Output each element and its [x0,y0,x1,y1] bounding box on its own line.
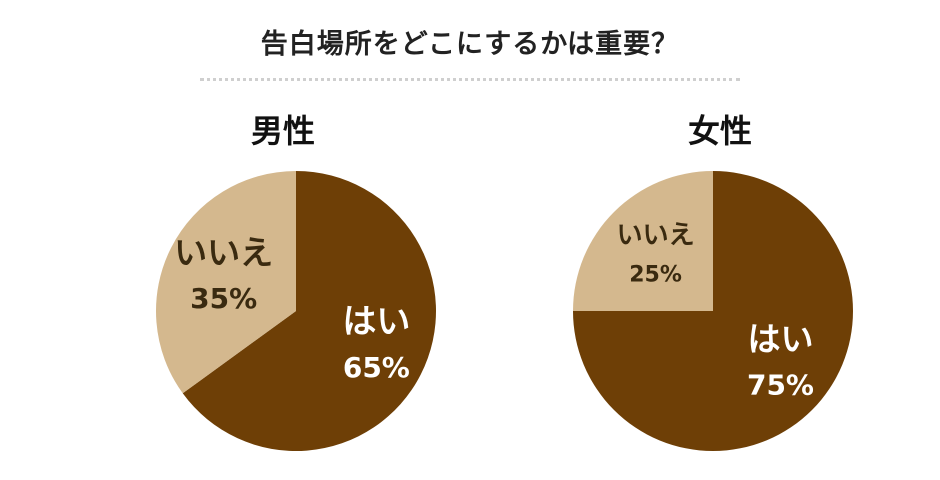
pie-slice-no [156,171,296,394]
title-divider [200,78,740,81]
slice-value-label: 65% [343,351,410,384]
slice-value-label: 35% [190,282,257,315]
chart-title: 男性 [251,112,315,150]
slice-label: いいえ [174,233,273,272]
chart-title: 女性 [688,112,752,150]
page-title: 告白場所をどこにするかは重要？ [260,29,680,60]
slice-value-label: 25% [629,263,682,288]
slice-label: いいえ [617,221,695,251]
slice-label: はい [342,302,410,342]
pie-slice-no [573,171,713,311]
slice-label: はい [747,319,813,358]
pie-slice-yes [182,171,436,452]
slice-value-label: 75% [747,368,814,401]
